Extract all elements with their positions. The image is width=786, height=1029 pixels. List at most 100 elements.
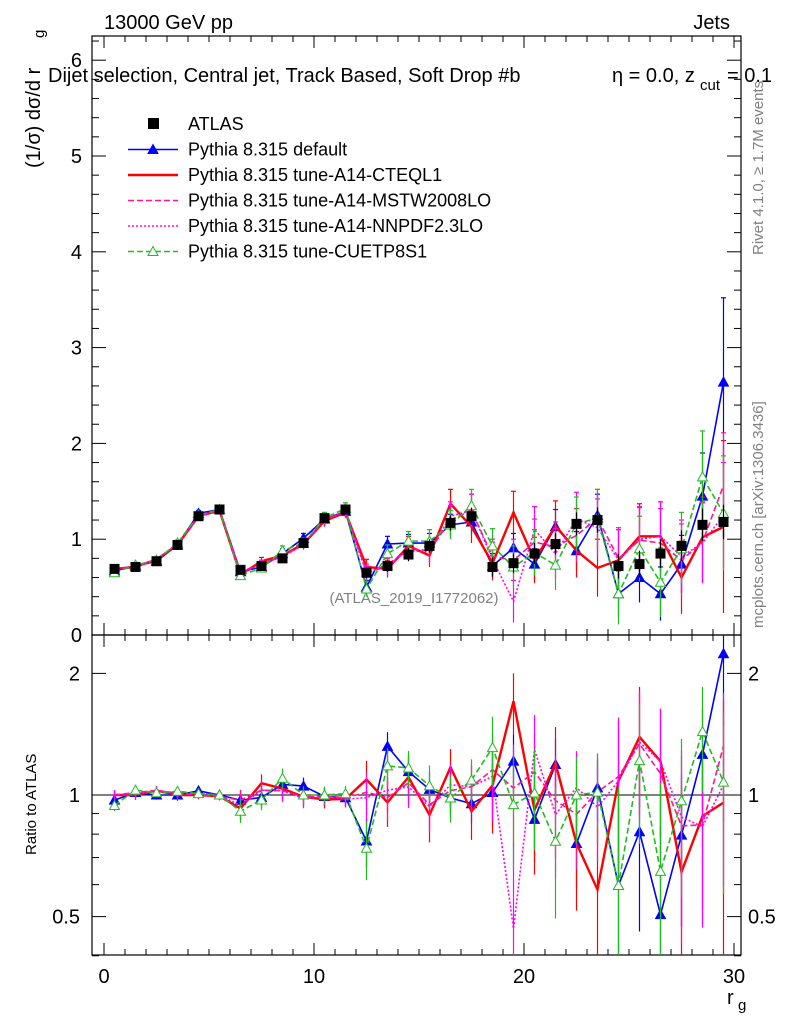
series-marker-ratio (297, 788, 310, 800)
legend-item-2: Pythia 8.315 default (128, 140, 347, 160)
series-marker-ratio (444, 791, 457, 803)
atlas-data-point (550, 538, 561, 549)
legend-label: Pythia 8.315 tune-A14-MSTW2008LO (188, 191, 491, 211)
header-selection: Dijet selection, Central jet, Track Base… (48, 65, 520, 87)
atlas-data-point (130, 561, 141, 572)
series-marker-ratio (528, 786, 541, 798)
series-atlas-data (109, 504, 729, 579)
y-tick-label-top: 6 (71, 50, 82, 72)
series-marker-ratio (675, 794, 688, 806)
y-tick-label-top: 0 (71, 625, 82, 647)
series-line-ratio (114, 740, 725, 929)
series-marker-ratio (633, 754, 646, 766)
series-marker-ratio (276, 772, 289, 783)
legend-item-3: Pythia 8.315 tune-A14-CTEQL1 (128, 165, 442, 185)
series-5 (108, 430, 730, 955)
series-marker-ratio (213, 788, 226, 800)
legend-item-1: ATLAS (148, 114, 244, 134)
x-tick-label: 0 (98, 966, 109, 988)
atlas-data-point (193, 511, 204, 522)
atlas-data-point (655, 548, 666, 559)
atlas-data-point (256, 561, 267, 572)
atlas-data-point (340, 504, 351, 515)
series-line-top (114, 474, 725, 597)
series-line-ratio (114, 729, 725, 886)
legend-item-5: Pythia 8.315 tune-A14-NNPDF2.3LO (128, 216, 483, 236)
legend-item-4: Pythia 8.315 tune-A14-MSTW2008LO (128, 191, 491, 211)
series-marker-top (612, 587, 625, 599)
series-marker-top (696, 470, 709, 482)
axis-ticks (92, 36, 741, 957)
series-marker-ratio (654, 865, 667, 876)
legend-marker (147, 245, 159, 256)
series-marker-ratio (150, 786, 163, 798)
atlas-data-point (487, 561, 498, 572)
series-marker-ratio (339, 787, 352, 799)
x-tick-label: 10 (303, 966, 325, 988)
y-tick-label-ratio: 1 (69, 785, 80, 807)
series-marker-top (654, 576, 667, 587)
series-marker-ratio (171, 785, 184, 796)
legend-label: ATLAS (188, 114, 244, 134)
y-tick-label-ratio: 0.5 (52, 907, 80, 929)
legend-marker-atlas (148, 118, 159, 129)
series-marker-top (234, 569, 247, 581)
series-marker-top (381, 547, 394, 559)
y-tick-label-top: 3 (71, 338, 82, 360)
series-4 (112, 461, 726, 955)
series-marker-ratio (255, 793, 268, 805)
header-cut-eta: η = 0.0, z (612, 65, 695, 87)
series-marker-ratio (423, 779, 436, 791)
y-tick-label-top: 4 (71, 242, 82, 264)
series-marker-ratio (696, 725, 709, 737)
y-tick-label-top: 1 (71, 529, 82, 551)
x-axis-title-sub: g (738, 997, 746, 1014)
legend: ATLAS Pythia 8.315 default Pythia 8.315 tu… (128, 114, 491, 262)
atlas-data-point (697, 519, 708, 530)
series-marker-ratio (507, 798, 520, 810)
series-marker-ratio (717, 647, 730, 659)
series-line-top (114, 508, 725, 604)
atlas-data-point (235, 564, 246, 575)
atlas-data-point (424, 540, 435, 551)
series-marker-ratio (108, 799, 121, 810)
series-marker-ratio (402, 761, 415, 773)
atlas-data-point (319, 513, 330, 524)
series-marker-ratio (591, 786, 604, 797)
atlas-data-point (676, 540, 687, 551)
legend-label: Pythia 8.315 default (188, 140, 347, 160)
x-tick-label: 30 (723, 966, 745, 988)
y-tick-label-ratio-right: 0.5 (748, 907, 776, 929)
y-tick-label-top: 5 (71, 146, 82, 168)
mcplots-label: mcplots.cern.ch [arXiv:1306.3436] (750, 401, 767, 628)
atlas-data-point (298, 538, 309, 549)
series-marker-top (402, 535, 415, 546)
atlas-data-point (592, 515, 603, 526)
atlas-data-point (151, 556, 162, 567)
analysis-watermark: (ATLAS_2019_I1772062) (329, 590, 498, 607)
y-axis-title-bottom: Ratio to ATLAS (23, 754, 40, 855)
series-line-top (114, 485, 725, 573)
atlas-data-point (403, 549, 414, 560)
atlas-data-point (718, 516, 729, 527)
series-marker-ratio (234, 805, 247, 816)
atlas-data-point (172, 539, 183, 550)
atlas-data-point (277, 553, 288, 564)
atlas-data-point (382, 561, 393, 572)
legend-label: Pythia 8.315 tune-CUETP8S1 (188, 242, 427, 262)
legend-label: Pythia 8.315 tune-A14-NNPDF2.3LO (188, 216, 483, 236)
series-marker-top (717, 376, 730, 387)
atlas-data-point (613, 561, 624, 572)
series-line-ratio (114, 653, 725, 918)
atlas-data-point (634, 559, 645, 570)
y-tick-label-top: 2 (71, 433, 82, 455)
series-marker-ratio (486, 741, 499, 753)
header-cut-tail: = 0.1 (727, 65, 772, 87)
header-cut-sub: cut (700, 77, 721, 94)
series-layer (108, 297, 730, 955)
series-marker-ratio (381, 759, 394, 771)
header-process: Jets (693, 12, 730, 34)
series-marker-ratio (360, 842, 373, 853)
